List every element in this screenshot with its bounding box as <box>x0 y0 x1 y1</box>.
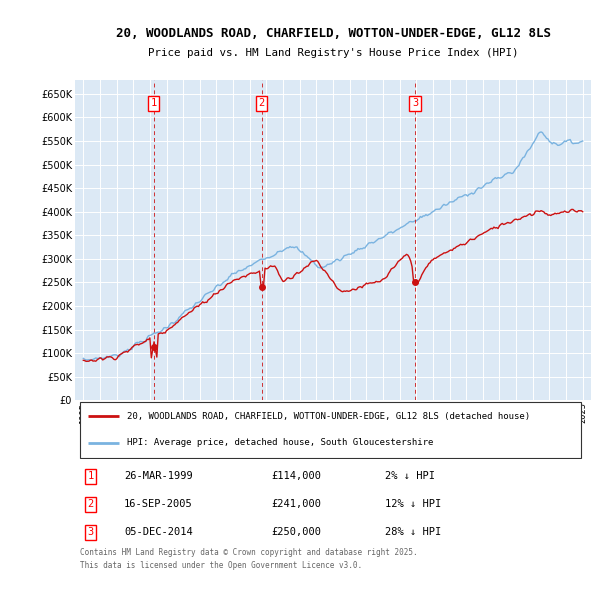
FancyBboxPatch shape <box>80 402 581 457</box>
Text: 2: 2 <box>259 98 265 108</box>
Text: 16-SEP-2005: 16-SEP-2005 <box>124 499 193 509</box>
Text: 20, WOODLANDS ROAD, CHARFIELD, WOTTON-UNDER-EDGE, GL12 8LS: 20, WOODLANDS ROAD, CHARFIELD, WOTTON-UN… <box>116 27 551 40</box>
Text: Contains HM Land Registry data © Crown copyright and database right 2025.
This d: Contains HM Land Registry data © Crown c… <box>80 548 418 570</box>
Text: 2% ↓ HPI: 2% ↓ HPI <box>385 471 434 481</box>
Text: Price paid vs. HM Land Registry's House Price Index (HPI): Price paid vs. HM Land Registry's House … <box>148 48 518 58</box>
Text: £114,000: £114,000 <box>271 471 321 481</box>
Text: 1: 1 <box>151 98 157 108</box>
Text: £241,000: £241,000 <box>271 499 321 509</box>
Text: HPI: Average price, detached house, South Gloucestershire: HPI: Average price, detached house, Sout… <box>127 438 433 447</box>
Text: 3: 3 <box>412 98 418 108</box>
Text: £250,000: £250,000 <box>271 527 321 537</box>
Text: 12% ↓ HPI: 12% ↓ HPI <box>385 499 441 509</box>
Text: 20, WOODLANDS ROAD, CHARFIELD, WOTTON-UNDER-EDGE, GL12 8LS (detached house): 20, WOODLANDS ROAD, CHARFIELD, WOTTON-UN… <box>127 412 530 421</box>
Text: 28% ↓ HPI: 28% ↓ HPI <box>385 527 441 537</box>
Text: 1: 1 <box>88 471 94 481</box>
Text: 05-DEC-2014: 05-DEC-2014 <box>124 527 193 537</box>
Text: 26-MAR-1999: 26-MAR-1999 <box>124 471 193 481</box>
Text: 2: 2 <box>88 499 94 509</box>
Text: 3: 3 <box>88 527 94 537</box>
